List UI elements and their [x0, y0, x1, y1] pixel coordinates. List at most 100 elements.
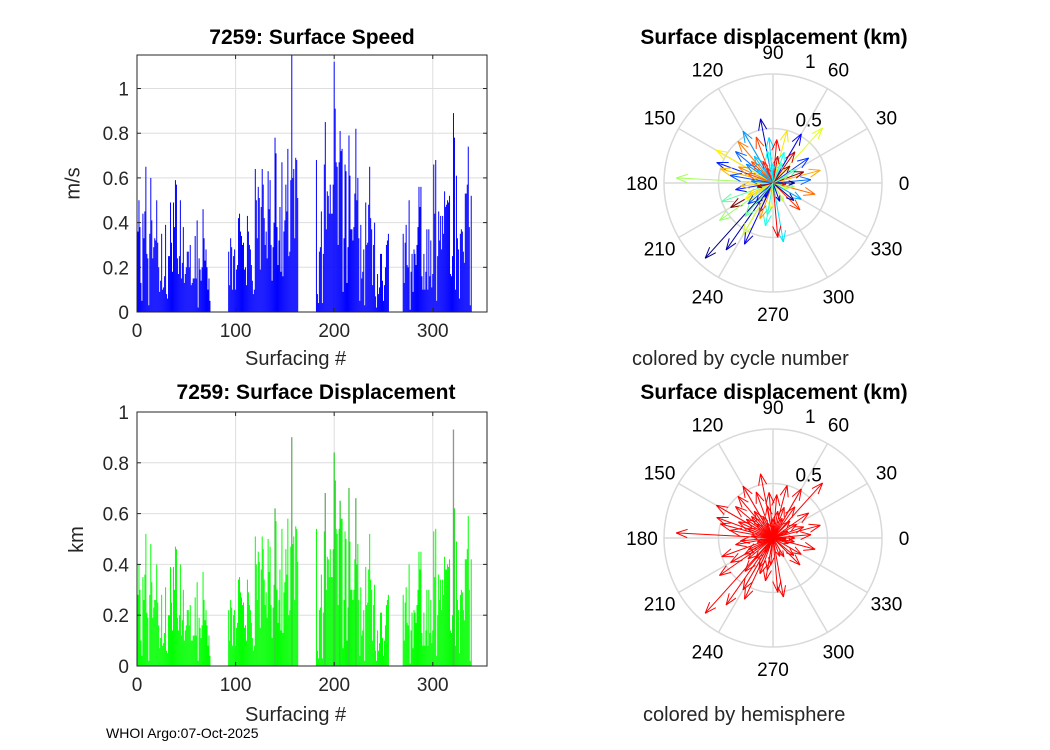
displacement-bar [150, 544, 152, 666]
speed-bar [179, 200, 181, 312]
displacement-bar [199, 627, 201, 666]
displacement-bar [286, 574, 288, 666]
speed-bar [270, 244, 272, 312]
displacement-x-tick-label: 0 [132, 675, 143, 696]
speed-bar [335, 162, 337, 312]
polar-cycle-arrow [738, 166, 774, 184]
displacement-bar [287, 518, 289, 666]
displacement-bar [238, 579, 240, 666]
displacement-bar [236, 627, 238, 666]
displacement-bar [409, 663, 411, 666]
displacement-bar [260, 569, 262, 666]
displacement-bar [429, 632, 431, 666]
speed-bar [446, 204, 448, 312]
speed-bar [158, 267, 160, 312]
displacement-bar [245, 640, 247, 666]
speed-bar [275, 153, 277, 312]
displacement-bar [341, 518, 343, 666]
displacement-bar [461, 592, 463, 666]
displacement-bar [327, 559, 329, 666]
displacement-bar [403, 640, 405, 666]
polar-cycle-arrow [753, 155, 774, 184]
displacement-bar [451, 632, 452, 666]
speed-bar [195, 278, 197, 312]
displacement-bar [243, 627, 245, 666]
speed-bar [438, 211, 440, 312]
speed-bar [450, 274, 452, 312]
speed-bar [153, 247, 155, 312]
polar-hemi-angle-label: 300 [823, 642, 855, 663]
speed-bar [362, 271, 364, 312]
displacement-bar [328, 577, 330, 666]
displacement-axes-box [136, 411, 488, 667]
displacement-bar [354, 559, 356, 666]
displacement-bar [449, 559, 451, 666]
speed-bar [202, 209, 204, 312]
speed-bar [371, 229, 373, 312]
polar-hemi-arrow [751, 533, 774, 540]
speed-bar [245, 285, 247, 312]
speed-bar [455, 175, 457, 312]
displacement-bar [292, 544, 294, 666]
displacement-bar [364, 660, 366, 666]
speed-bar [377, 274, 379, 312]
speed-bar [356, 200, 358, 312]
speed-bar [196, 220, 198, 312]
displacement-bar [186, 610, 188, 666]
displacement-bar [457, 610, 459, 666]
polar-hemi-arrow [772, 517, 783, 539]
speed-bar [408, 200, 410, 312]
displacement-bar [329, 549, 331, 666]
displacement-bar [459, 594, 461, 666]
displacement-bar [377, 630, 379, 666]
displacement-bar [375, 650, 377, 666]
displacement-chart-xlabel: Surfacing # [245, 704, 347, 726]
polar-hemi-arrow [747, 528, 774, 539]
displacement-bar [229, 640, 231, 666]
polar-cycle-arrow [772, 182, 816, 196]
displacement-bar [202, 572, 204, 666]
displacement-bar [228, 610, 230, 666]
speed-bar [427, 289, 429, 312]
displacement-bar [408, 564, 410, 666]
speed-bar [345, 171, 347, 312]
displacement-bar [163, 643, 165, 666]
polar-hemi-arrow [772, 537, 787, 541]
polar-hemi-arrow [765, 537, 774, 571]
speed-bar [253, 289, 255, 312]
speed-bar [208, 278, 210, 312]
speed-bar [176, 258, 178, 312]
speed-bar [383, 285, 385, 312]
speed-bar [155, 240, 157, 312]
speed-bar [445, 206, 447, 312]
speed-bar [433, 164, 435, 312]
speed-bar [156, 200, 158, 312]
speed-bar [426, 229, 428, 312]
displacement-bar [190, 640, 192, 666]
displacement-bar [184, 630, 186, 666]
displacement-bar [193, 635, 195, 666]
displacement-bar [165, 587, 167, 666]
speed-bar [380, 253, 382, 312]
displacement-bar [315, 528, 317, 666]
displacement-bar [203, 599, 205, 666]
speed-bar [404, 242, 406, 312]
speed-bar [410, 271, 412, 312]
displacement-bar [253, 645, 255, 666]
displacement-bar [159, 648, 161, 666]
displacement-bar [453, 508, 456, 667]
polar-cycle-arrow [772, 182, 781, 202]
displacement-bar [380, 612, 382, 666]
speed-bar [434, 213, 436, 312]
polar-cycle-arrow [747, 182, 774, 205]
speed-bar [467, 146, 469, 312]
speed-bar [167, 298, 169, 312]
displacement-bar [191, 640, 193, 666]
speed-bar [295, 157, 297, 312]
polar-hemi-arrow [729, 527, 774, 539]
displacement-bar [332, 549, 334, 666]
displacement-bar [204, 620, 206, 666]
speed-bar [279, 206, 281, 312]
displacement-bar [242, 602, 244, 666]
displacement-bar [188, 625, 190, 666]
